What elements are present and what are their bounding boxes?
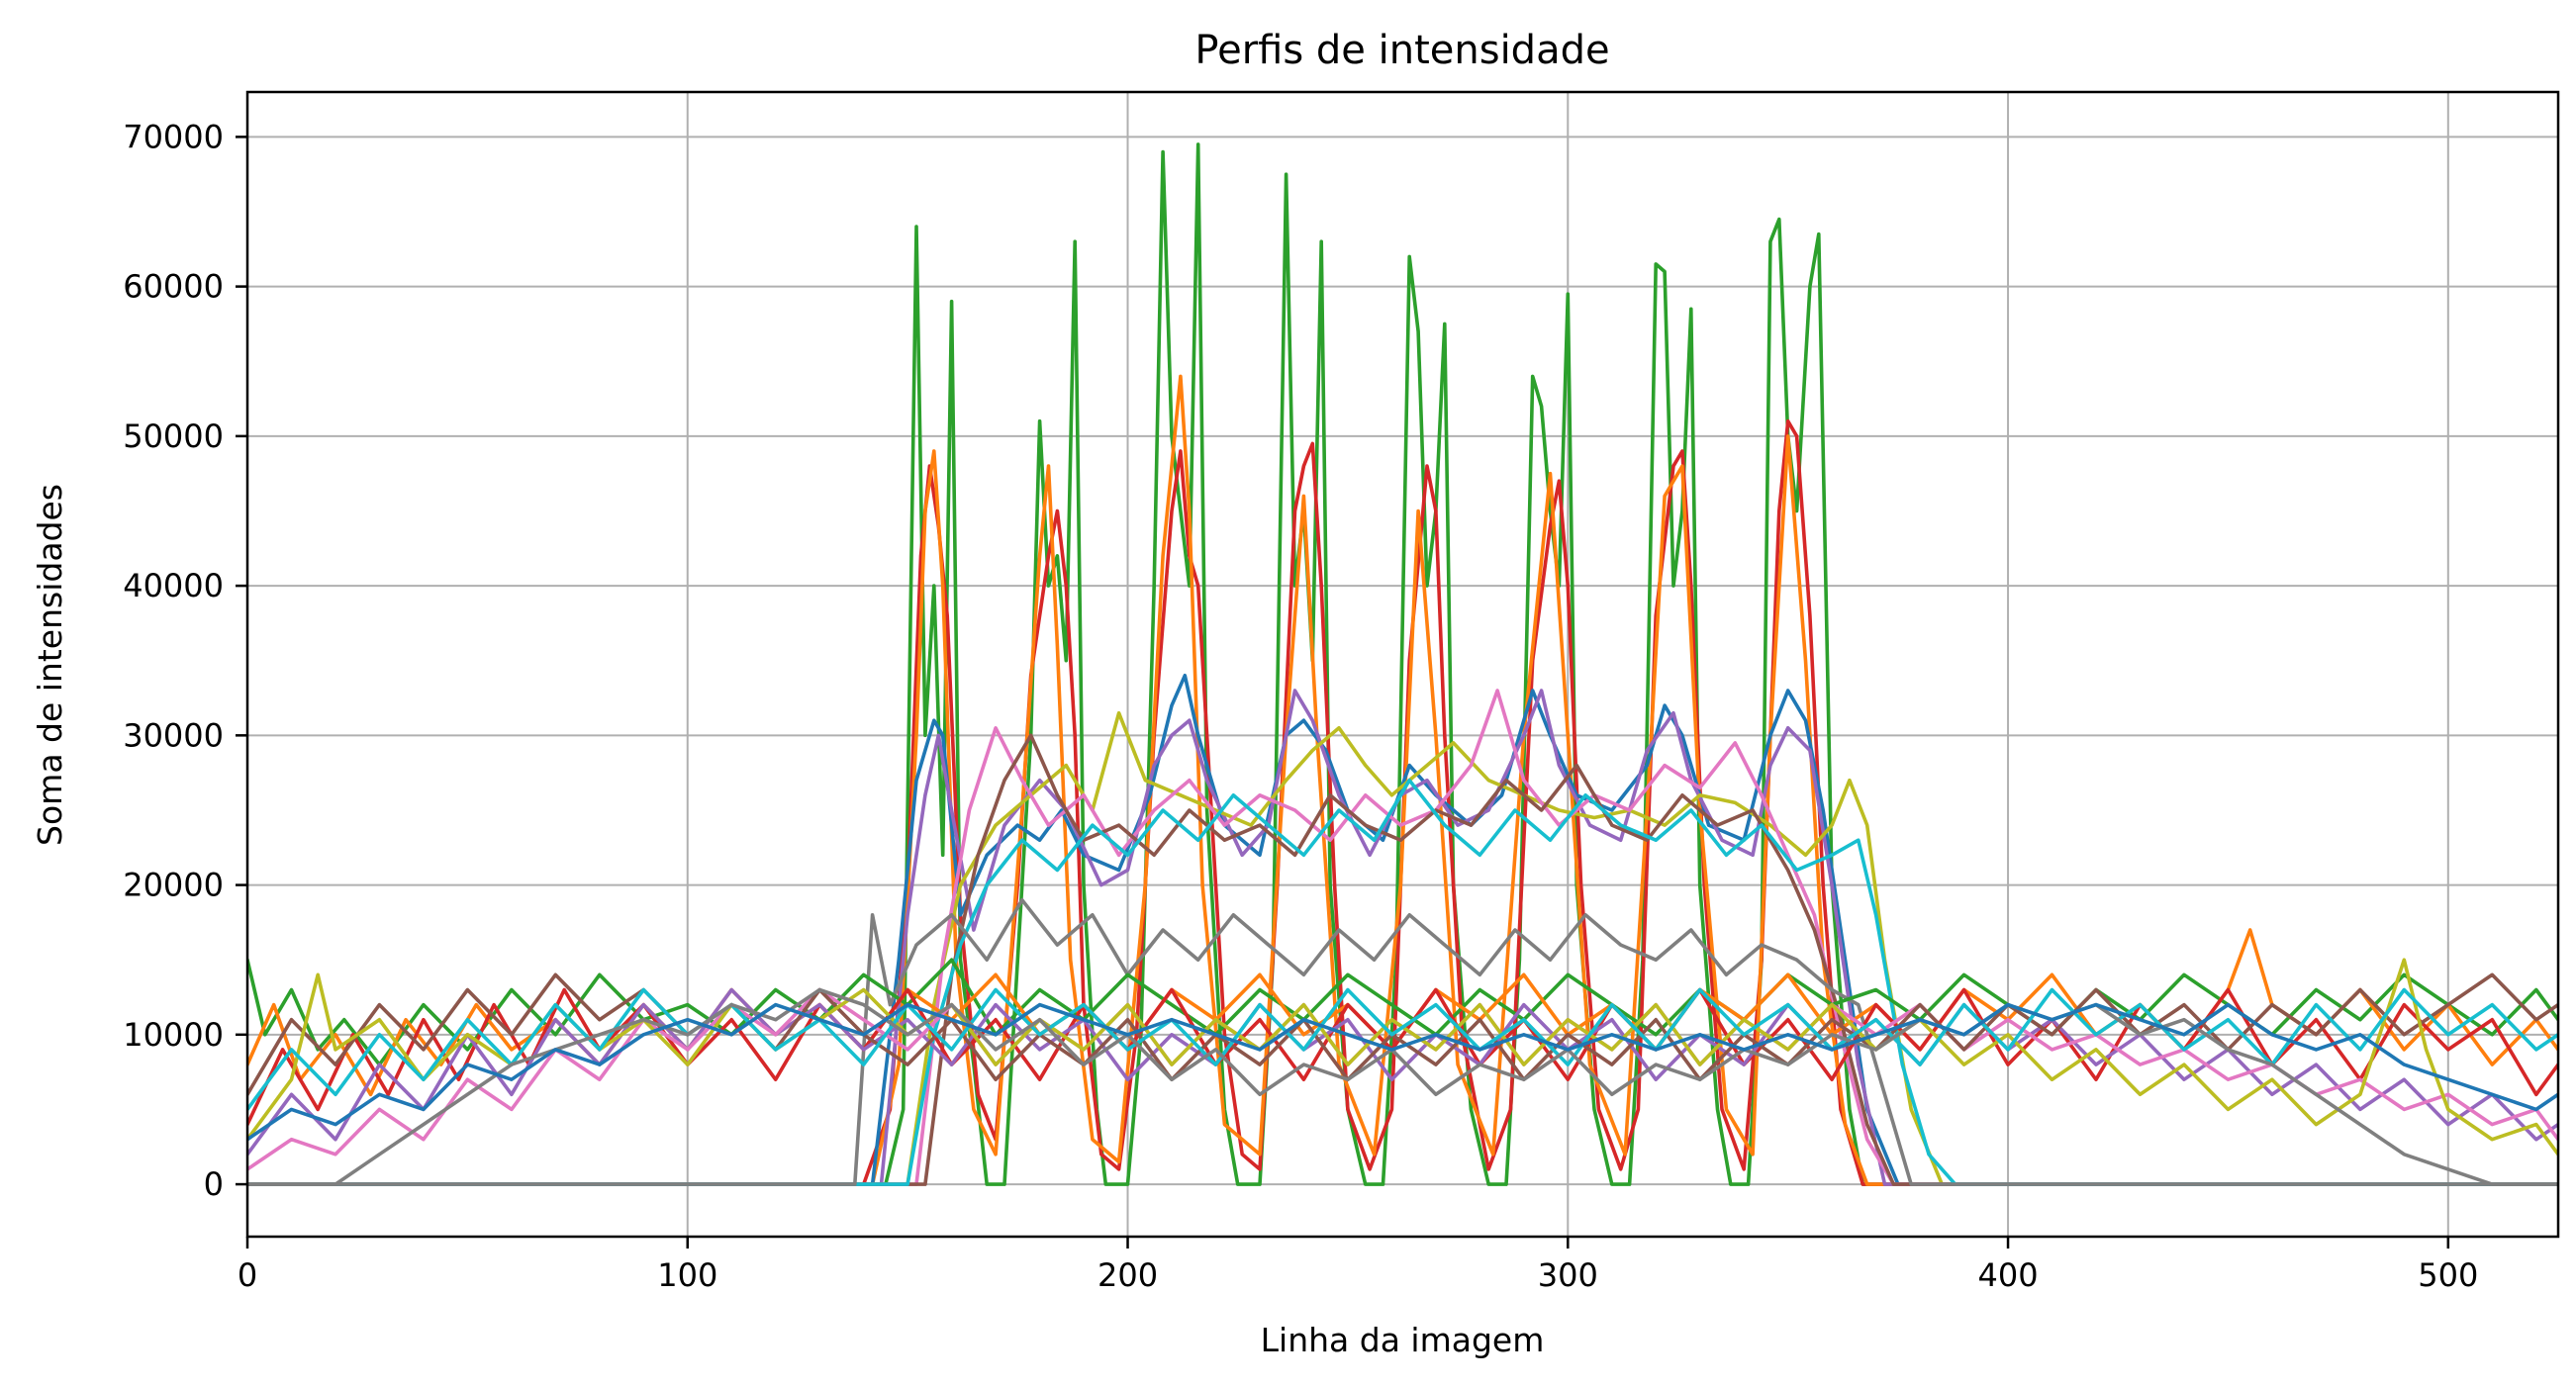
x-tick-label: 400 (1978, 1256, 2039, 1294)
y-tick-label: 20000 (123, 867, 224, 904)
series-line-6 (247, 710, 2558, 1186)
x-axis-label: Linha da imagem (1261, 1321, 1545, 1359)
series-line-19 (247, 987, 2558, 1186)
y-tick-label: 0 (204, 1165, 224, 1203)
y-tick-label: 60000 (123, 268, 224, 306)
y-tick-label: 30000 (123, 716, 224, 754)
series-line-18 (247, 987, 2558, 1112)
series-line-7 (247, 689, 2558, 1186)
y-tick-label: 70000 (123, 118, 224, 155)
chart-title: Perfis de intensidade (1194, 28, 1609, 73)
series-line-10 (247, 897, 2558, 1186)
plot-frame (245, 90, 2560, 1239)
series-line-9 (247, 778, 2558, 1186)
grid (246, 92, 2558, 1237)
series-line-20 (247, 1002, 2558, 1142)
x-tick-label: 100 (657, 1256, 717, 1294)
axis-ticks: 0 100 200 300 400 500 0 10000 20000 30000 40000 500… (123, 118, 2478, 1294)
x-tick-label: 0 (238, 1256, 257, 1294)
x-tick-label: 500 (2418, 1256, 2478, 1294)
series-line-17 (247, 958, 2558, 1157)
y-tick-label: 50000 (123, 417, 224, 455)
x-tick-label: 300 (1538, 1256, 1598, 1294)
y-tick-label: 40000 (123, 567, 224, 604)
y-tick-label: 10000 (123, 1016, 224, 1054)
series-group (247, 142, 2558, 1186)
y-axis-label: Soma de intensidades (31, 484, 69, 846)
series-line-16 (247, 972, 2558, 1097)
series-line-4 (247, 674, 2558, 1186)
x-tick-label: 200 (1097, 1256, 1158, 1294)
series-line-8 (247, 733, 2558, 1186)
series-line-5 (247, 689, 2558, 1186)
